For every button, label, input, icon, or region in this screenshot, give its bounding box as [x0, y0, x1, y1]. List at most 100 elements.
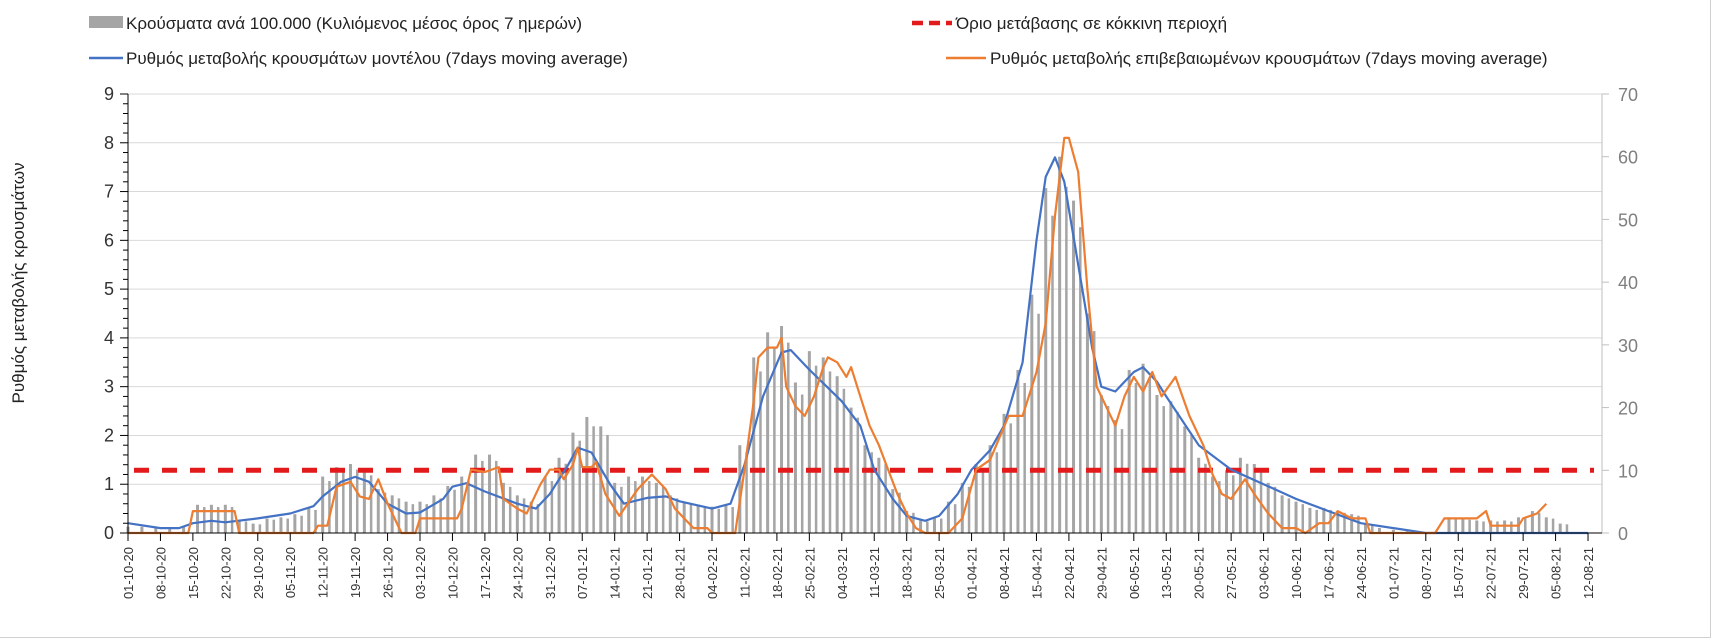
left-tick-label: 1: [104, 474, 114, 494]
bar: [529, 501, 533, 533]
bar: [654, 482, 658, 533]
x-tick-label: 26-11-20: [381, 547, 396, 598]
bar: [237, 520, 241, 533]
bar: [335, 467, 339, 533]
bar: [1190, 434, 1193, 533]
right-tick-label: 20: [1618, 399, 1638, 419]
right-tick-label: 40: [1618, 273, 1638, 293]
x-tick-label: 08-07-21: [1419, 547, 1434, 599]
x-tick-label: 07-01-21: [575, 547, 590, 599]
bar: [898, 492, 901, 533]
bar: [168, 527, 172, 533]
bar: [668, 495, 672, 533]
bar: [439, 498, 442, 533]
bar: [522, 498, 526, 533]
bar: [967, 486, 971, 533]
bar: [348, 464, 352, 533]
bar: [891, 489, 895, 533]
bar: [501, 482, 505, 533]
x-tick-label: 24-12-20: [510, 547, 525, 599]
left-tick-label: 6: [104, 230, 114, 250]
bar: [932, 517, 936, 533]
bar: [696, 504, 700, 533]
bar: [1322, 507, 1326, 533]
bar: [738, 445, 742, 533]
bar: [1357, 515, 1360, 533]
bar: [1287, 498, 1291, 533]
right-tick-label: 50: [1618, 210, 1638, 230]
bar: [689, 504, 693, 533]
x-tick-label: 18-02-21: [770, 547, 785, 599]
bar: [1030, 294, 1034, 533]
bar: [279, 517, 283, 533]
bar: [564, 463, 568, 533]
bar: [640, 476, 644, 533]
bar: [1252, 464, 1256, 533]
bar: [1551, 518, 1555, 533]
left-tick-label: 8: [104, 133, 114, 153]
y-axis-title: Ρυθμός μεταβολής κρουσμάτων: [9, 163, 28, 404]
bar: [1023, 382, 1026, 533]
bar: [870, 452, 873, 533]
bar: [1530, 511, 1534, 533]
x-tick-label: 08-04-21: [997, 547, 1012, 599]
bar: [1447, 517, 1451, 533]
bar: [814, 365, 818, 533]
x-tick-label: 05-08-21: [1549, 547, 1564, 599]
bar: [1259, 469, 1263, 533]
bar: [481, 460, 484, 533]
bar: [953, 504, 957, 533]
series-lines: [127, 136, 1588, 535]
bar: [661, 486, 665, 533]
gridlines: [128, 93, 1602, 485]
bar: [877, 457, 881, 533]
bar: [182, 526, 186, 533]
bar: [703, 507, 707, 533]
bar: [773, 348, 776, 533]
bar: [1224, 470, 1228, 533]
bar: [787, 342, 790, 533]
bar: [307, 507, 311, 533]
bar: [766, 332, 770, 533]
bar: [216, 507, 220, 533]
bar: [592, 426, 595, 533]
x-tick-label: 27-05-21: [1224, 547, 1239, 599]
bar: [467, 481, 470, 533]
bar: [321, 476, 325, 533]
bar: [342, 472, 345, 533]
bar: [1294, 501, 1298, 533]
bar: [1155, 395, 1159, 533]
bar: [453, 489, 456, 533]
bar: [355, 469, 359, 533]
bar: [731, 507, 734, 533]
x-tick-label: 15-04-21: [1029, 547, 1044, 599]
x-tick-label: 14-01-21: [608, 547, 623, 599]
bar: [1364, 523, 1368, 533]
bar: [1106, 406, 1110, 533]
bar: [571, 432, 575, 533]
x-tick-label: 12-08-21: [1581, 547, 1596, 599]
bar: [1204, 463, 1207, 533]
bar: [627, 476, 631, 533]
left-tick-label: 2: [104, 425, 114, 445]
bar: [946, 501, 950, 533]
x-tick-label: 01-07-21: [1386, 547, 1401, 599]
x-tick-label: 22-04-21: [1062, 547, 1077, 599]
bar: [981, 469, 985, 533]
right-tick-label: 10: [1618, 461, 1638, 481]
bar: [1127, 369, 1131, 533]
bar: [759, 371, 762, 533]
bar: [1524, 518, 1527, 533]
bar: [1092, 331, 1096, 533]
legend: Κρούσματα ανά 100.000 (Κυλιόμενος μέσος …: [89, 14, 1548, 68]
bar: [411, 504, 415, 533]
bar: [988, 445, 992, 533]
bar: [1371, 524, 1374, 533]
bar: [223, 504, 227, 533]
bar: [1565, 524, 1569, 533]
x-tick-label: 05-11-20: [283, 547, 298, 598]
bar: [856, 417, 860, 533]
left-tick-label: 3: [104, 377, 114, 397]
